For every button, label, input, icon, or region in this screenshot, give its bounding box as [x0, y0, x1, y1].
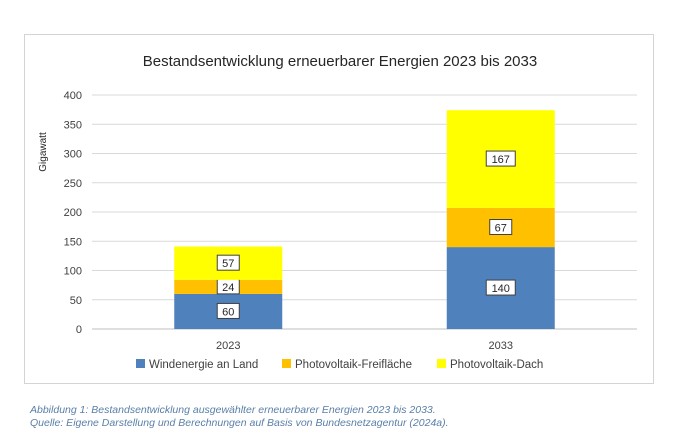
- data-label: 60: [222, 306, 234, 318]
- y-tick-label: 100: [64, 266, 82, 278]
- caption-line-1: Abbildung 1: Bestandsentwicklung ausgewä…: [30, 404, 436, 416]
- stacked-bar-chart: Bestandsentwicklung erneuerbarer Energie…: [38, 53, 637, 371]
- data-label-box: [489, 219, 513, 236]
- chart-title: Bestandsentwicklung erneuerbarer Energie…: [143, 53, 537, 70]
- legend-swatch: [136, 359, 145, 368]
- chart-frame: Bestandsentwicklung erneuerbarer Energie…: [24, 34, 654, 384]
- legend-label: Photovoltaik-Freifläche: [295, 359, 412, 371]
- y-tick-label: 200: [64, 207, 82, 219]
- legend-swatch: [437, 359, 446, 368]
- data-label: 167: [492, 154, 510, 166]
- data-label-box: [216, 302, 240, 319]
- y-tick-label: 350: [64, 119, 82, 131]
- y-tick-label: 150: [64, 236, 82, 248]
- legend-label: Windenergie an Land: [149, 359, 258, 371]
- data-label-box: [216, 254, 240, 271]
- y-tick-label: 250: [64, 178, 82, 190]
- figure-caption: Abbildung 1: Bestandsentwicklung ausgewä…: [30, 404, 660, 430]
- y-axis-label: Gigawatt: [38, 132, 49, 172]
- data-label: 140: [492, 283, 510, 295]
- x-axis-ticks: 2023 2033: [216, 340, 513, 352]
- y-tick-label: 50: [70, 295, 82, 307]
- legend: Windenergie an Land Photovoltaik-Freifläc…: [136, 359, 543, 371]
- data-label: 57: [222, 258, 234, 270]
- data-label: 24: [222, 282, 234, 294]
- caption-line-2: Quelle: Eigene Darstellung und Berechnun…: [30, 417, 449, 429]
- data-label: 67: [495, 223, 507, 235]
- legend-swatch: [282, 359, 291, 368]
- data-label-box: [485, 279, 516, 296]
- y-tick-label: 400: [64, 90, 82, 102]
- y-tick-label: 300: [64, 149, 82, 161]
- bars: 60 24 57 140 67 167: [174, 110, 555, 329]
- data-label-box: [485, 150, 516, 167]
- legend-label: Photovoltaik-Dach: [450, 359, 543, 371]
- x-tick-label: 2023: [216, 340, 240, 352]
- y-tick-label: 0: [76, 324, 82, 336]
- x-tick-label: 2033: [489, 340, 513, 352]
- y-axis-ticks: 0 50 100 150 200 250 300 350 400: [64, 90, 82, 336]
- gridlines: [92, 94, 637, 330]
